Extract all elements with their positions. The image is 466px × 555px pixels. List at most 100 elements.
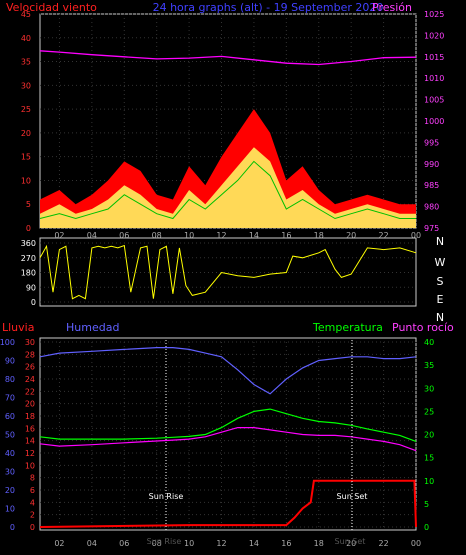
- direction-y-tick: 0: [31, 298, 36, 307]
- humidity-x-tick: 18: [314, 539, 324, 548]
- humidity-x-tick: 22: [378, 539, 388, 548]
- rain-y-tick: 18: [25, 412, 35, 421]
- pressure-y-tick: 975: [424, 224, 439, 233]
- compass-letter: N: [436, 311, 444, 324]
- wind-y-tick: 25: [21, 105, 31, 114]
- rain-line: [39, 479, 417, 528]
- wind-x-tick: 22: [378, 231, 388, 240]
- humidity-x-tick: 00: [411, 539, 421, 548]
- wind-x-tick: 08: [152, 231, 162, 240]
- sunrise-time-label: Sun Rise: [147, 537, 182, 546]
- pressure-y-tick: 1000: [424, 117, 444, 126]
- dewpoint-line: [39, 427, 417, 452]
- rain-y-tick: 6: [30, 486, 35, 495]
- pressure-y-tick: 1005: [424, 96, 444, 105]
- temperature-label: Temperatura: [312, 321, 383, 334]
- wind-minimum-line: [39, 160, 416, 220]
- humidity-x-tick: 04: [87, 539, 97, 548]
- wind-x-tick: 18: [314, 231, 324, 240]
- pressure-y-tick: 980: [424, 203, 439, 212]
- temperature-y-tick: 5: [424, 500, 429, 509]
- humidity-y-tick: 10: [5, 505, 15, 514]
- wind-x-tick: 20: [346, 231, 356, 240]
- rain-y-tick: 4: [30, 498, 35, 507]
- temperature-y-tick: 15: [424, 454, 434, 463]
- wind-x-tick: 14: [249, 231, 259, 240]
- rain-y-tick: 10: [25, 461, 35, 470]
- pressure-line: [39, 50, 417, 66]
- pressure-y-tick: 1010: [424, 74, 444, 83]
- wind-y-tick: 30: [21, 81, 31, 90]
- direction-y-tick: 180: [21, 269, 36, 278]
- direction-y-tick: 90: [26, 283, 36, 292]
- pressure-y-tick: 985: [424, 181, 439, 190]
- pressure-y-tick: 1020: [424, 31, 444, 40]
- temperature-line: [39, 408, 417, 442]
- dewpoint-label: Punto rocío: [392, 321, 454, 334]
- rain-y-tick: 26: [25, 363, 35, 372]
- humidity-y-tick: 60: [5, 412, 15, 421]
- chart-title: 24 hora graphs (alt) - 19 September 2020: [153, 1, 384, 14]
- humidity-x-tick: 20: [346, 539, 356, 548]
- humidity-x-tick: 02: [54, 539, 64, 548]
- wind-x-tick: 04: [87, 231, 97, 240]
- wind-direction-line: [39, 244, 417, 300]
- rain-y-tick: 22: [25, 387, 35, 396]
- rain-y-tick: 16: [25, 424, 35, 433]
- rain-y-tick: 2: [30, 511, 35, 520]
- pressure-y-tick: 995: [424, 138, 439, 147]
- wind-y-tick: 10: [21, 176, 31, 185]
- humidity-x-tick: 12: [216, 539, 226, 548]
- wind-x-tick: 12: [216, 231, 226, 240]
- humidity-y-tick: 0: [10, 523, 15, 532]
- direction-y-tick: 360: [21, 239, 36, 248]
- wind-x-tick: 02: [54, 231, 64, 240]
- rain-y-tick: 12: [25, 449, 35, 458]
- pressure-label: Presión: [372, 1, 412, 14]
- wind-y-tick: 20: [21, 129, 31, 138]
- wind-x-tick: 06: [119, 231, 129, 240]
- pressure-y-tick: 990: [424, 160, 439, 169]
- rain-y-tick: 24: [25, 375, 35, 384]
- wind-x-tick: 10: [184, 231, 194, 240]
- humidity-x-tick: 10: [184, 539, 194, 548]
- rain-label: Lluvia: [2, 321, 34, 334]
- wind-y-tick: 15: [21, 153, 31, 162]
- sunrise-label: Sun Rise: [149, 492, 184, 501]
- temperature-y-tick: 25: [424, 407, 434, 416]
- humidity-x-tick: 16: [281, 539, 291, 548]
- rain-y-tick: 0: [30, 523, 35, 532]
- compass-letter: W: [435, 256, 446, 269]
- compass-letter: S: [437, 275, 444, 288]
- temperature-y-tick: 20: [424, 431, 434, 440]
- wind-y-tick: 40: [21, 34, 31, 43]
- wind-y-tick: 5: [26, 200, 31, 209]
- rain-y-tick: 8: [30, 474, 35, 483]
- pressure-y-tick: 1025: [424, 10, 444, 19]
- direction-y-tick: 270: [21, 254, 36, 263]
- temperature-y-tick: 40: [424, 338, 434, 347]
- wind-y-tick: 35: [21, 58, 31, 67]
- humidity-x-tick: 06: [119, 539, 129, 548]
- humidity-y-tick: 70: [5, 394, 15, 403]
- sunset-time-label: Sun Set: [335, 537, 366, 546]
- rain-y-tick: 20: [25, 400, 35, 409]
- humidity-y-tick: 100: [0, 338, 15, 347]
- sunset-label: Sun Set: [337, 492, 368, 501]
- wind-speed-label: Velocidad viento: [6, 1, 97, 14]
- humidity-y-tick: 20: [5, 486, 15, 495]
- rain-y-tick: 30: [25, 338, 35, 347]
- humidity-x-tick: 14: [249, 539, 259, 548]
- wind-average-area: [40, 147, 416, 228]
- humidity-line: [39, 347, 417, 395]
- compass-letter: N: [436, 235, 444, 248]
- rain-y-tick: 14: [25, 437, 35, 446]
- humidity-label: Humedad: [66, 321, 119, 334]
- wind-y-tick: 0: [26, 224, 31, 233]
- humidity-y-tick: 40: [5, 449, 15, 458]
- temperature-y-tick: 10: [424, 477, 434, 486]
- wind-x-tick: 00: [411, 231, 421, 240]
- wind-x-tick: 16: [281, 231, 291, 240]
